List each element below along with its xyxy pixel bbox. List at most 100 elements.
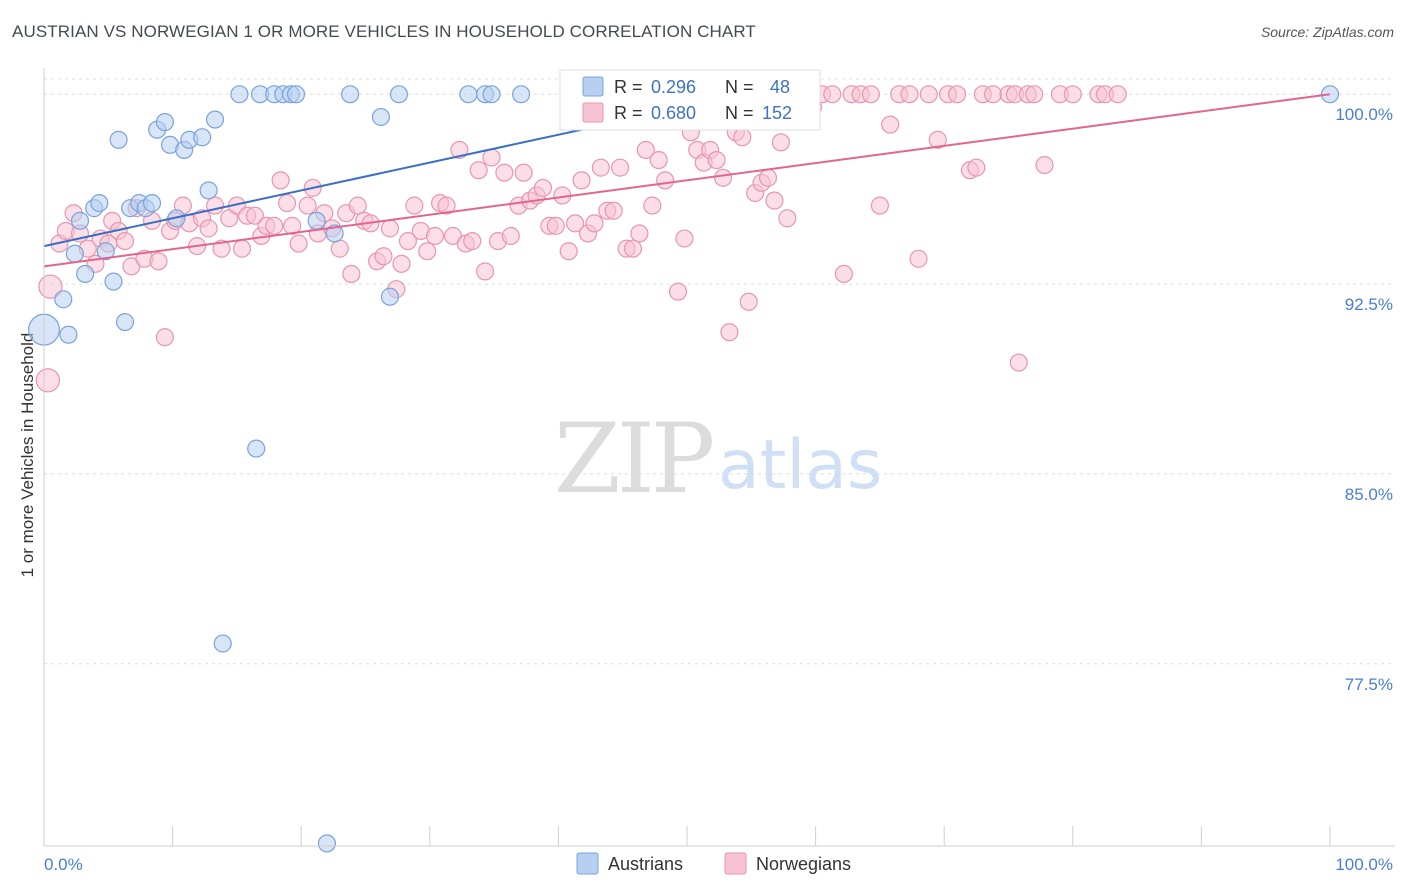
norwegian-point (967, 158, 986, 177)
y-tick-label: 77.5% (1345, 675, 1393, 694)
austrian-point (76, 264, 95, 284)
austrian-point (380, 287, 399, 306)
stats-norwegians-n-value: 152 (762, 103, 792, 123)
norwegian-point (1025, 85, 1044, 104)
norwegian-point (623, 239, 643, 258)
norwegian-point (834, 264, 853, 284)
norwegian-point (199, 219, 218, 238)
norwegian-point (330, 239, 349, 258)
norwegian-point (566, 214, 585, 233)
norwegian-point (149, 252, 168, 271)
austrian-point (104, 272, 123, 291)
norwegian-point (778, 209, 797, 228)
norwegian-point (1108, 85, 1127, 104)
stats-austrians-r-value: 0.296 (651, 77, 696, 97)
norwegian-point (546, 216, 565, 235)
austrian-point (109, 130, 128, 149)
norwegian-point (604, 201, 623, 220)
norwegian-point (476, 262, 495, 281)
austrian-point (307, 211, 326, 230)
stats-norwegians-r-value: 0.680 (651, 103, 696, 123)
austrian-point (325, 224, 344, 243)
austrian-point (142, 194, 162, 213)
legend-austrians-swatch (576, 852, 599, 875)
norwegian-point (765, 191, 784, 210)
norwegian-point (277, 194, 297, 213)
axis-layer: 100.0% 92.5% 85.0% 77.5% 0.0% 100.0% (43, 68, 1395, 874)
norwegian-point (870, 196, 889, 215)
stats-austrians-r-label: R = (614, 77, 643, 97)
norwegian-point (437, 196, 456, 215)
stats-austrians-swatch (582, 76, 604, 97)
austrian-point (389, 85, 408, 104)
austrian-point (341, 85, 360, 104)
austrian-point (213, 634, 232, 653)
norwegian-point (115, 231, 135, 251)
austrian-point (59, 325, 78, 344)
x-tick-label: 0.0% (44, 855, 83, 874)
austrian-point (193, 128, 212, 147)
norwegian-point (463, 231, 482, 251)
y-tick-label: 85.0% (1345, 485, 1393, 504)
norwegian-point (155, 328, 174, 347)
austrian-point (54, 290, 73, 309)
austrian-point (371, 107, 390, 127)
austrian-point (65, 244, 84, 263)
norwegian-point (469, 161, 488, 180)
norwegian-point (533, 178, 553, 197)
legend-austrians-label: Austrians (608, 854, 683, 874)
norwegian-point (425, 226, 445, 246)
norwegian-point (212, 239, 231, 258)
source-credit: Source: ZipAtlas.com (1260, 24, 1394, 40)
norwegian-point (374, 247, 393, 266)
norwegian-point (245, 206, 264, 225)
watermark: ZIP atlas (554, 403, 882, 515)
norwegian-point (636, 140, 655, 159)
stats-norwegians-n-label: N = (725, 103, 754, 123)
norwegian-point (668, 282, 688, 301)
norwegian-point (947, 85, 967, 104)
norwegian-point (1035, 156, 1054, 175)
austrian-point (482, 85, 501, 104)
norwegian-point (348, 196, 367, 215)
norwegian-point (585, 214, 604, 233)
norwegian-point (265, 216, 284, 235)
norwegian-point (900, 85, 919, 104)
legend: Austrians Norwegians (576, 852, 851, 875)
austrian-point (230, 85, 249, 104)
watermark-zip: ZIP (554, 403, 713, 515)
stats-austrians-n-value: 48 (770, 77, 790, 97)
norwegian-point (298, 196, 317, 215)
points-layer (28, 85, 1340, 853)
norwegian-point (881, 115, 900, 134)
norwegian-point (495, 163, 514, 182)
norwegian-point (611, 158, 630, 177)
norwegian-point (707, 150, 726, 170)
norwegian-point (713, 168, 733, 187)
norwegian-point (649, 150, 668, 170)
norwegian-point (405, 196, 424, 215)
norwegian-point (928, 130, 947, 149)
norwegian-point (823, 85, 842, 104)
norwegian-point (35, 368, 60, 393)
norwegian-point (1009, 353, 1028, 372)
austrian-point (115, 312, 135, 332)
austrian-point (247, 439, 266, 458)
norwegian-point (205, 196, 225, 215)
austrian-point (199, 181, 218, 200)
austrian-point (459, 85, 478, 104)
norwegian-point (758, 168, 778, 187)
norwegian-point (984, 85, 1003, 104)
legend-norwegians-swatch (724, 852, 747, 875)
norwegian-point (271, 171, 290, 190)
norwegian-point (656, 171, 675, 190)
austrian-point (286, 85, 306, 104)
stats-norwegians-swatch (582, 102, 604, 123)
norwegian-point (450, 140, 469, 159)
norwegian-point (514, 163, 533, 182)
x-tick-label: 100.0% (1335, 855, 1393, 874)
norwegian-point (482, 148, 501, 167)
stats-norwegians-r-label: R = (614, 103, 643, 123)
austrian-point (155, 113, 174, 132)
